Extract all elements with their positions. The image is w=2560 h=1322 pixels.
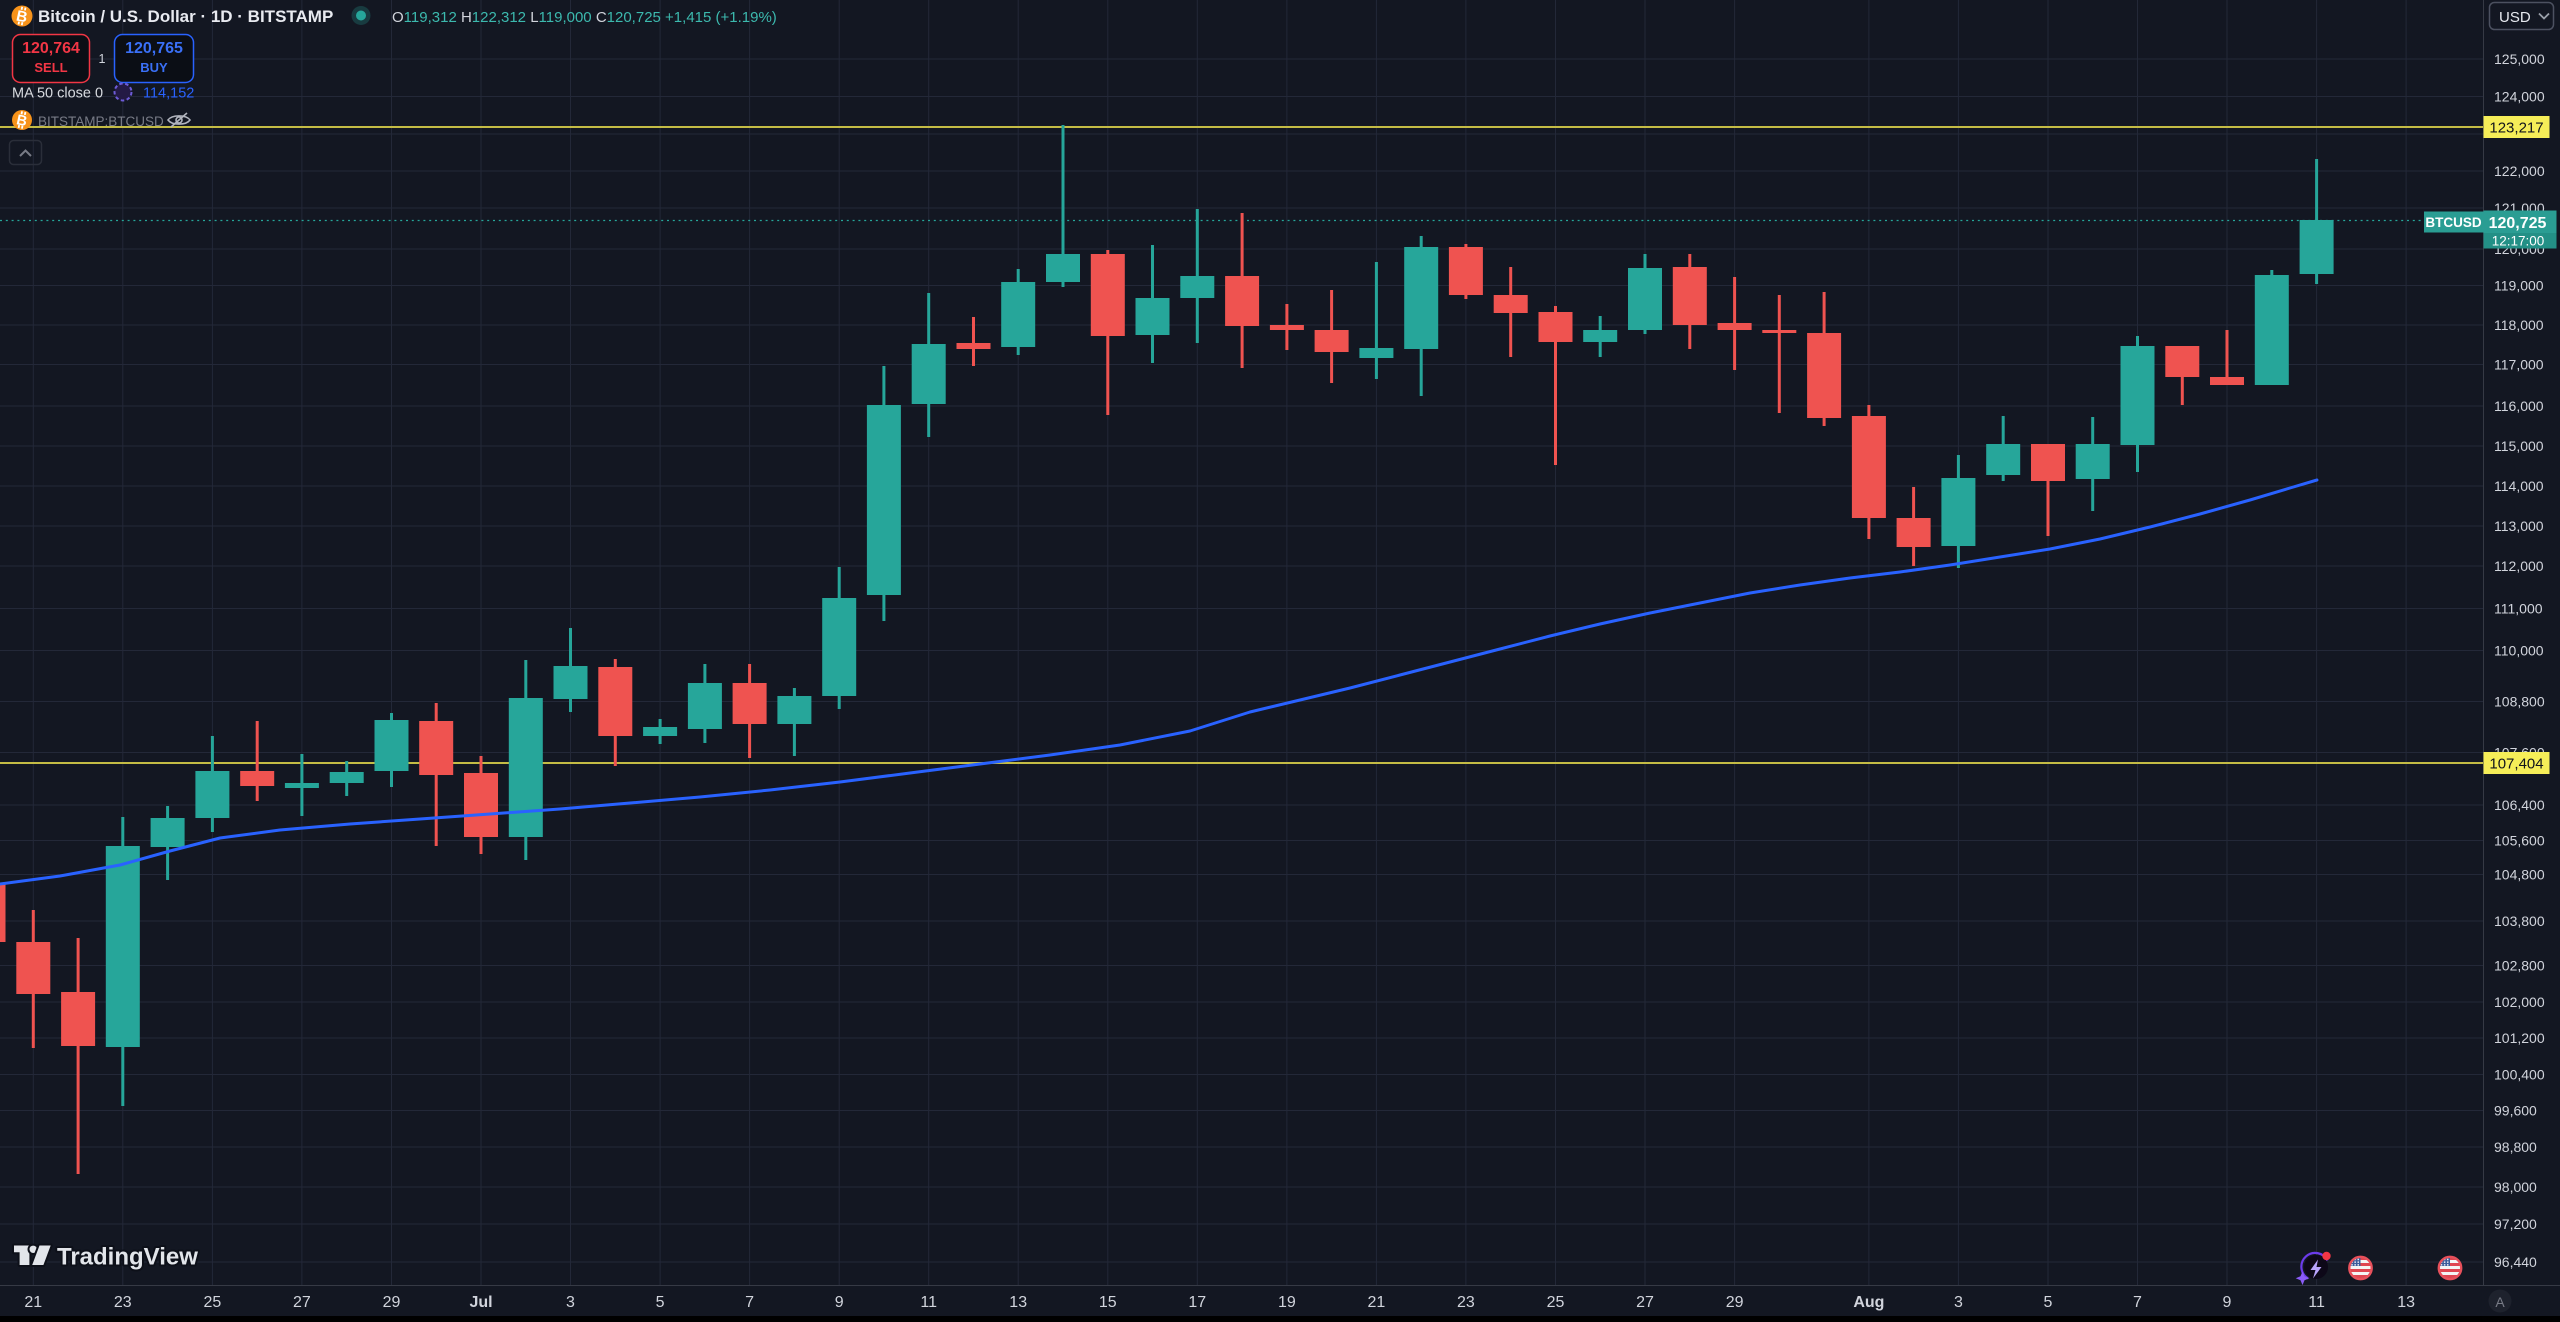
svg-text:116,000: 116,000	[2494, 398, 2544, 414]
svg-text:29: 29	[383, 1294, 401, 1311]
svg-text:Aug: Aug	[1853, 1294, 1884, 1311]
svg-text:97,200: 97,200	[2494, 1216, 2537, 1232]
svg-text:120,725: 120,725	[2489, 215, 2547, 232]
svg-text:98,000: 98,000	[2494, 1179, 2537, 1195]
svg-text:9: 9	[835, 1294, 844, 1311]
svg-text:21: 21	[1368, 1294, 1386, 1311]
svg-text:105,600: 105,600	[2494, 833, 2545, 849]
svg-text:15: 15	[1099, 1294, 1117, 1311]
svg-text:25: 25	[204, 1294, 222, 1311]
svg-text:103,800: 103,800	[2494, 913, 2545, 929]
svg-text:99,600: 99,600	[2494, 1103, 2537, 1119]
svg-text:19: 19	[1278, 1294, 1296, 1311]
svg-text:98,800: 98,800	[2494, 1139, 2537, 1155]
svg-text:12:17:00: 12:17:00	[2492, 234, 2545, 249]
svg-text:104,800: 104,800	[2494, 867, 2545, 883]
svg-text:117,000: 117,000	[2494, 357, 2544, 373]
svg-text:23: 23	[114, 1294, 132, 1311]
svg-text:25: 25	[1547, 1294, 1565, 1311]
svg-text:MA 50 close 0: MA 50 close 0	[12, 86, 103, 102]
svg-text:21: 21	[24, 1294, 42, 1311]
svg-text:Jul: Jul	[469, 1294, 492, 1311]
svg-text:13: 13	[1009, 1294, 1027, 1311]
svg-text:102,800: 102,800	[2494, 958, 2545, 974]
svg-text:114,000: 114,000	[2494, 478, 2544, 494]
svg-text:29: 29	[1726, 1294, 1744, 1311]
svg-text:BITSTAMP:BTCUSD: BITSTAMP:BTCUSD	[38, 114, 164, 129]
svg-text:96,440: 96,440	[2494, 1254, 2537, 1270]
svg-text:3: 3	[566, 1294, 575, 1311]
svg-text:7: 7	[745, 1294, 754, 1311]
svg-text:124,000: 124,000	[2494, 89, 2545, 105]
svg-text:USD: USD	[2499, 9, 2531, 26]
svg-text:BUY: BUY	[140, 60, 168, 75]
svg-text:11: 11	[2308, 1294, 2325, 1311]
svg-text:125,000: 125,000	[2494, 51, 2545, 67]
svg-text:108,800: 108,800	[2494, 694, 2545, 710]
svg-text:106,400: 106,400	[2494, 797, 2545, 813]
svg-text:7: 7	[2133, 1294, 2142, 1311]
svg-text:118,000: 118,000	[2494, 317, 2544, 333]
svg-text:101,200: 101,200	[2494, 1030, 2545, 1046]
svg-text:SELL: SELL	[34, 60, 67, 75]
svg-text:Bitcoin / U.S. Dollar · 1D · B: Bitcoin / U.S. Dollar · 1D · BITSTAMP	[38, 7, 333, 26]
svg-text:122,000: 122,000	[2494, 163, 2545, 179]
svg-text:BTCUSD: BTCUSD	[2425, 215, 2481, 230]
svg-text:27: 27	[293, 1294, 311, 1311]
svg-text:27: 27	[1636, 1294, 1654, 1311]
svg-text:119,000: 119,000	[2494, 278, 2544, 294]
svg-text:23: 23	[1457, 1294, 1475, 1311]
svg-text:3: 3	[1954, 1294, 1963, 1311]
svg-text:111,000: 111,000	[2494, 601, 2543, 617]
svg-text:5: 5	[2044, 1294, 2053, 1311]
svg-text:O119,312 H122,312 L119,000 C12: O119,312 H122,312 L119,000 C120,725 +1,4…	[392, 9, 777, 26]
svg-text:107,404: 107,404	[2489, 756, 2543, 773]
svg-text:115,000: 115,000	[2494, 438, 2544, 454]
svg-text:13: 13	[2397, 1294, 2415, 1311]
svg-text:110,000: 110,000	[2494, 643, 2544, 659]
svg-text:100,400: 100,400	[2494, 1067, 2545, 1083]
svg-text:9: 9	[2223, 1294, 2232, 1311]
svg-text:17: 17	[1188, 1294, 1206, 1311]
svg-text:123,217: 123,217	[2489, 120, 2543, 137]
svg-text:A: A	[2495, 1294, 2505, 1310]
svg-text:5: 5	[656, 1294, 665, 1311]
svg-text:112,000: 112,000	[2494, 558, 2544, 574]
svg-text:113,000: 113,000	[2494, 518, 2544, 534]
svg-text:120,765: 120,765	[125, 40, 183, 57]
svg-text:120,764: 120,764	[22, 40, 80, 57]
svg-text:11: 11	[920, 1294, 937, 1311]
svg-text:1: 1	[99, 52, 106, 66]
svg-text:114,152: 114,152	[143, 86, 194, 102]
svg-text:TradingView: TradingView	[57, 1244, 198, 1271]
svg-text:102,000: 102,000	[2494, 994, 2545, 1010]
